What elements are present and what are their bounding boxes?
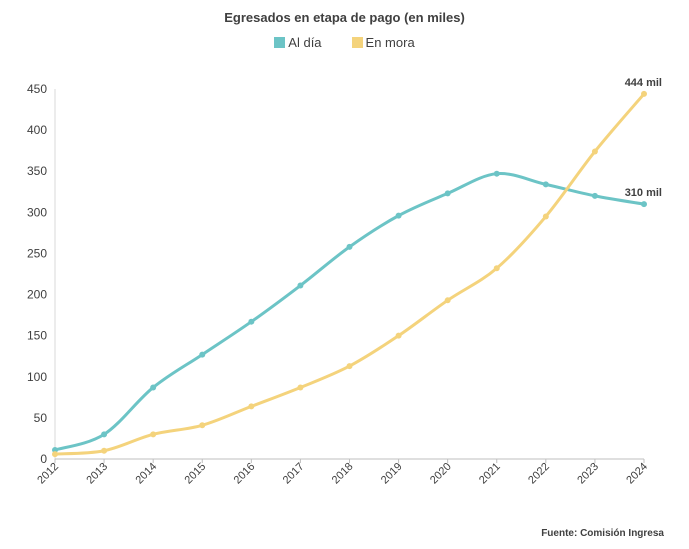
- y-tick-label: 50: [34, 411, 48, 425]
- data-point-en-mora: [52, 451, 58, 458]
- data-point-en-mora: [542, 213, 549, 220]
- legend-item-en-mora[interactable]: En mora: [351, 35, 415, 50]
- data-point-en-mora: [150, 431, 157, 438]
- data-point-al-dia: [248, 318, 255, 325]
- legend-swatch-en-mora: [351, 37, 363, 48]
- x-tick-label: 2024: [624, 461, 650, 487]
- y-tick-label: 300: [27, 205, 47, 219]
- data-point-en-mora: [248, 403, 255, 410]
- series-line-en-mora: [53, 92, 646, 456]
- y-tick-label: 150: [27, 329, 47, 343]
- y-tick-label: 200: [27, 288, 47, 302]
- y-tick-label: 250: [27, 246, 47, 260]
- y-tick-label: 350: [27, 164, 47, 178]
- x-tick-label: 2014: [133, 461, 159, 487]
- x-tick-label: 2015: [183, 461, 209, 487]
- data-point-al-dia: [199, 351, 206, 358]
- data-point-en-mora: [101, 447, 108, 454]
- y-tick-label: 400: [27, 123, 47, 137]
- x-tick-label: 2023: [575, 461, 601, 487]
- x-tick-label: 2013: [84, 461, 110, 487]
- y-tick-label: 450: [27, 82, 47, 96]
- y-tick-label: 0: [40, 452, 47, 466]
- y-tick-label: 100: [27, 370, 47, 384]
- data-point-al-dia: [444, 190, 451, 197]
- data-point-al-dia: [52, 446, 58, 453]
- data-point-en-mora: [641, 90, 647, 97]
- series-line-al-dia: [53, 172, 646, 452]
- x-tick-label: 2017: [281, 461, 307, 487]
- data-point-al-dia: [542, 181, 549, 188]
- x-tick-label: 2020: [428, 461, 454, 487]
- legend-label-en-mora: En mora: [365, 35, 415, 50]
- x-tick-label: 2018: [330, 461, 356, 487]
- data-point-al-dia: [395, 212, 402, 219]
- data-point-al-dia: [591, 192, 598, 199]
- data-point-en-mora: [395, 332, 402, 339]
- data-point-al-dia: [493, 170, 500, 177]
- data-point-al-dia: [346, 243, 353, 250]
- legend-item-al-dia[interactable]: Al día: [274, 35, 322, 50]
- x-tick-label: 2021: [477, 461, 503, 487]
- end-label-en-mora: 444 mil: [625, 77, 662, 89]
- legend-label-al-dia: Al día: [288, 35, 322, 50]
- end-label-al-dia: 310 mil: [625, 187, 662, 199]
- data-point-al-dia: [150, 384, 157, 391]
- data-point-en-mora: [199, 422, 206, 429]
- legend-swatch-al-dia: [274, 37, 286, 48]
- data-point-al-dia: [297, 282, 304, 289]
- x-tick-label: 2016: [232, 461, 258, 487]
- legend: Al día En mora: [0, 35, 689, 50]
- data-point-en-mora: [444, 297, 451, 304]
- x-tick-label: 2012: [35, 461, 61, 487]
- data-point-en-mora: [297, 384, 304, 391]
- data-point-al-dia: [101, 431, 108, 438]
- source-note: Fuente: Comisión Ingresa: [541, 528, 664, 539]
- data-point-en-mora: [346, 363, 353, 370]
- data-point-en-mora: [493, 265, 500, 272]
- x-tick-label: 2019: [379, 461, 405, 487]
- chart-title: Egresados en etapa de pago (en miles): [224, 10, 465, 25]
- x-tick-label: 2022: [526, 461, 552, 487]
- data-point-en-mora: [591, 148, 598, 155]
- data-point-al-dia: [641, 201, 647, 208]
